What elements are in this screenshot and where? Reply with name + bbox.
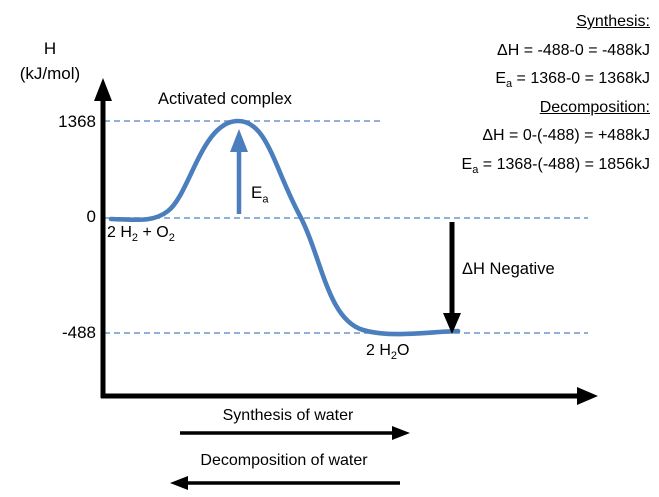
reactants-sub1: 2 bbox=[131, 232, 139, 245]
y-axis-title: H (kJ/mol) bbox=[4, 36, 96, 86]
ea-base: E bbox=[251, 183, 263, 202]
products-sub: 2 bbox=[390, 350, 398, 363]
decomposition-direction-arrow-head-icon bbox=[170, 476, 188, 490]
synthesis-ea-rest: = 1368-0 = 1368kJ bbox=[512, 70, 650, 87]
products-text-post: O bbox=[397, 342, 410, 359]
y-axis-arrow-icon bbox=[94, 78, 112, 101]
synthesis-ea-sub: a bbox=[505, 78, 513, 91]
decomposition-ea-base: E bbox=[461, 155, 473, 173]
reactants-sub2: 2 bbox=[168, 232, 175, 245]
decomposition-direction-label: Decomposition of water bbox=[200, 452, 368, 469]
decomposition-dh-line: ΔH = 0-(-488) = +488kJ bbox=[482, 127, 650, 144]
synthesis-ea-base: E bbox=[495, 70, 506, 87]
x-axis-arrow-icon bbox=[577, 387, 598, 405]
reactants-label: 2 H2 + O2 bbox=[107, 224, 175, 245]
y-axis-title-line1: H bbox=[43, 39, 57, 58]
reactants-text-pre: 2 H bbox=[107, 224, 132, 241]
calculation-block: Synthesis: ΔH = -488-0 = -488kJ Ea = 136… bbox=[462, 8, 650, 179]
y-axis-title-line2: (kJ/mol) bbox=[19, 64, 81, 83]
dh-negative-label: ΔH Negative bbox=[462, 260, 555, 278]
decomposition-ea-sub: a bbox=[472, 163, 479, 176]
synthesis-dh-line: ΔH = -488-0 = -488kJ bbox=[497, 41, 650, 59]
synthesis-ea-line: Ea = 1368-0 = 1368kJ bbox=[462, 65, 650, 94]
decomposition-ea-line: Ea = 1368-(-488) = 1856kJ bbox=[462, 151, 650, 180]
energy-curve bbox=[108, 118, 461, 337]
y-tick-1368: 1368 bbox=[58, 112, 96, 131]
synthesis-direction-arrow-head-icon bbox=[392, 426, 410, 440]
dh-negative-arrow-head-icon bbox=[443, 313, 461, 334]
reactants-text-mid: + O bbox=[138, 224, 169, 241]
synthesis-heading: Synthesis: bbox=[576, 13, 650, 30]
ea-sub: a bbox=[262, 193, 269, 206]
products-text-pre: 2 H bbox=[366, 342, 391, 359]
decomposition-ea-rest: = 1368-(-488) = 1856kJ bbox=[478, 155, 650, 173]
y-tick-neg488: -488 bbox=[61, 323, 96, 342]
activated-complex-label: Activated complex bbox=[158, 90, 292, 108]
ea-label: Ea bbox=[251, 183, 269, 206]
products-label: 2 H2O bbox=[366, 342, 410, 363]
synthesis-direction-label: Synthesis of water bbox=[222, 407, 354, 424]
y-tick-0: 0 bbox=[86, 207, 96, 226]
ea-arrow-head-icon bbox=[230, 129, 248, 152]
decomposition-heading: Decomposition: bbox=[539, 98, 650, 116]
